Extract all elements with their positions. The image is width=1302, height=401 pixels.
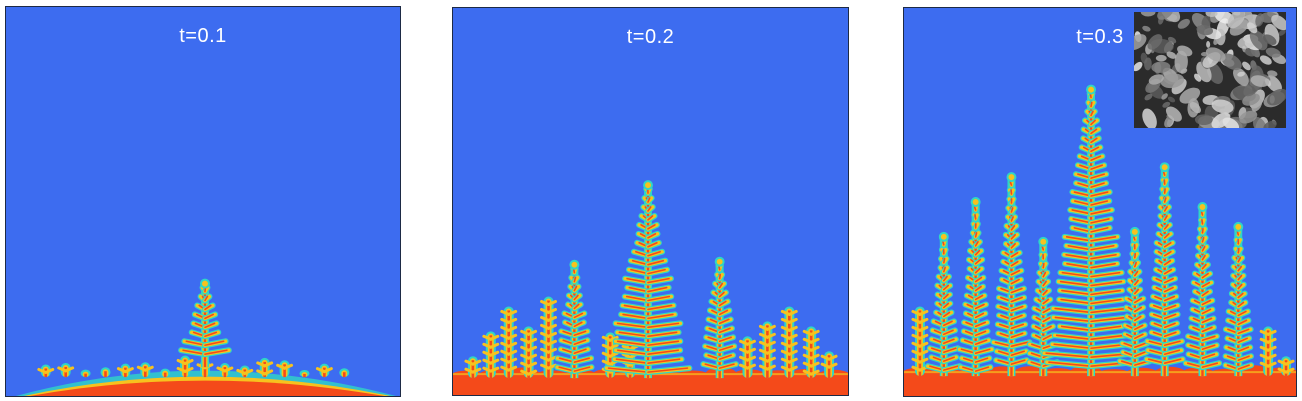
time-label: t=0.1 (179, 25, 227, 47)
dendrite-field-1 (6, 7, 400, 396)
time-label: t=0.3 (1076, 26, 1124, 48)
simulation-panel-t02: t=0.2 (452, 7, 849, 396)
dendrite-field-2 (453, 8, 848, 395)
simulation-panel-t03: t=0.3 (903, 7, 1297, 397)
time-label: t=0.2 (626, 26, 675, 48)
sem-micrograph-inset (1134, 12, 1286, 128)
sem-micrograph-image (1134, 12, 1286, 128)
simulation-panel-t01: t=0.1 (5, 6, 401, 397)
